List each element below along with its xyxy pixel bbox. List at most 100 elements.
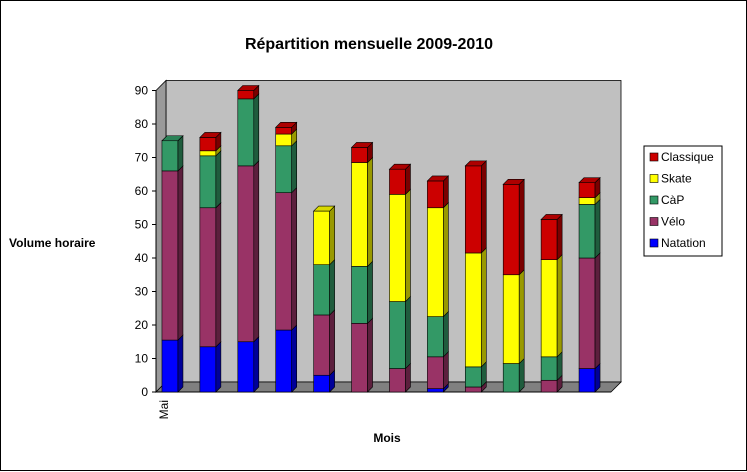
- y-tick-label: 10: [135, 352, 149, 366]
- bar-segment-side: [367, 260, 373, 325]
- bar-segment-side: [556, 253, 563, 358]
- bar-segment-side: [291, 140, 298, 194]
- bar-stack: [388, 163, 412, 393]
- bar-segment: [427, 207, 444, 317]
- bar-segment: [578, 257, 596, 369]
- bar-stack: [161, 135, 184, 393]
- bar-top: [464, 160, 488, 167]
- bar-segment: [502, 274, 520, 364]
- bar-segment: [351, 266, 368, 324]
- bar-top: [350, 142, 374, 148]
- y-tick-label: 20: [135, 318, 149, 332]
- bar-segment-side: [518, 178, 525, 276]
- bar-segment-side: [443, 310, 449, 358]
- bar-segment-side: [177, 165, 184, 341]
- y-tick-label: 40: [135, 251, 149, 265]
- bar-segment: [313, 210, 330, 266]
- bar-segment: [464, 366, 482, 388]
- bar-segment-side: [367, 317, 373, 393]
- bar-stack: [578, 176, 601, 393]
- bar-segment-side: [253, 160, 260, 343]
- bar-segment: [237, 90, 255, 100]
- bar-stack: [464, 160, 488, 393]
- bar-top: [578, 177, 601, 183]
- bar-segment: [578, 182, 596, 198]
- bar-segment-side: [443, 175, 449, 209]
- bar-segment-side: [177, 135, 184, 172]
- legend: Classique Skate CàP Vélo Natation: [643, 145, 723, 257]
- bar-stack: [199, 131, 222, 393]
- legend-label: Classique: [661, 150, 714, 164]
- bar-segment: [502, 363, 520, 393]
- bar-segment: [237, 165, 255, 343]
- legend-swatch: [649, 238, 659, 248]
- bar-segment: [427, 316, 444, 358]
- bar-top: [237, 85, 260, 91]
- bar-segment: [540, 379, 558, 393]
- bar-segment-side: [405, 295, 411, 370]
- bar-segment: [161, 339, 179, 393]
- bar-segment: [540, 219, 558, 260]
- bar-segment-side: [291, 324, 298, 393]
- bar-segment: [578, 368, 596, 393]
- bar-segment: [199, 137, 217, 152]
- y-tick-label: 30: [135, 285, 149, 299]
- bar-segment-side: [215, 202, 222, 348]
- legend-swatch: [649, 152, 659, 162]
- y-tick-label: 70: [135, 151, 149, 165]
- legend-label: Skate: [661, 172, 692, 186]
- legend-item: CàP: [649, 193, 684, 207]
- bar-segment: [389, 194, 406, 302]
- bar-segment-side: [556, 213, 563, 261]
- bar-segment: [161, 140, 179, 172]
- bar-segment-side: [329, 205, 335, 266]
- bar-segment: [199, 207, 217, 348]
- axes: [155, 90, 611, 393]
- bar-segment: [464, 252, 482, 368]
- chart-title: Répartition mensuelle 2009-2010: [245, 36, 493, 53]
- bar-top: [540, 214, 563, 220]
- legend-swatch: [649, 174, 659, 183]
- bar-segment: [199, 155, 217, 209]
- bar-segment: [275, 127, 293, 135]
- bar-segment-side: [443, 351, 449, 390]
- legend-item: Vélo: [649, 215, 685, 229]
- bar-stack: [540, 213, 563, 393]
- x-tick-label: Mai: [157, 400, 171, 419]
- bar-segment: [540, 259, 558, 358]
- bar-top: [312, 205, 336, 212]
- legend-item: Natation: [649, 236, 706, 250]
- bar-segment: [313, 264, 330, 316]
- y-tick-label: 0: [141, 385, 148, 399]
- bar-segment: [275, 192, 293, 331]
- bar-segment-side: [291, 186, 298, 331]
- bar-segment-side: [329, 258, 335, 316]
- bar-top: [426, 175, 450, 182]
- bar-segment: [427, 356, 444, 389]
- bar-top: [388, 163, 412, 170]
- legend-label: Natation: [661, 236, 706, 250]
- bar-segment: [351, 147, 368, 163]
- bar-stack: [274, 121, 298, 393]
- bar-segment-side: [518, 269, 525, 365]
- y-tick-label: 60: [135, 184, 149, 198]
- bar-top: [199, 132, 222, 138]
- bar-segment-side: [215, 341, 222, 393]
- bar-segment: [199, 150, 217, 157]
- bar-segment: [389, 368, 406, 393]
- bar-segment: [313, 314, 330, 376]
- bar-segment-side: [518, 357, 525, 393]
- bar-segment-side: [253, 93, 260, 167]
- y-tick-label: 90: [135, 84, 149, 98]
- bar-top: [161, 135, 184, 142]
- bar-segment: [313, 374, 330, 393]
- bar-top: [502, 179, 525, 185]
- bar-segment: [275, 145, 293, 193]
- bar-segment: [578, 204, 596, 259]
- bar-segment: [199, 346, 217, 393]
- bar-segment: [237, 98, 255, 167]
- bar-segment-side: [443, 202, 449, 318]
- bar-segment: [540, 356, 558, 381]
- y-tick-label: 80: [135, 117, 149, 131]
- bar-segment: [389, 168, 406, 195]
